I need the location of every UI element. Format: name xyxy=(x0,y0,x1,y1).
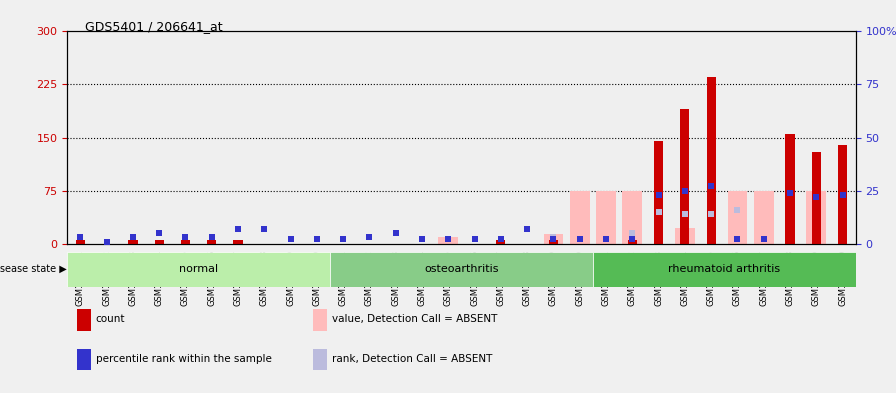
Text: normal: normal xyxy=(179,264,218,274)
Text: percentile rank within the sample: percentile rank within the sample xyxy=(96,354,271,364)
Bar xyxy=(698,31,724,244)
Bar xyxy=(225,31,251,244)
Text: rheumatoid arthritis: rheumatoid arthritis xyxy=(668,264,780,274)
Bar xyxy=(549,240,558,244)
Bar xyxy=(786,134,795,244)
Bar xyxy=(330,252,593,287)
Bar xyxy=(207,240,216,244)
Bar xyxy=(304,31,330,244)
Bar xyxy=(628,240,637,244)
Bar xyxy=(67,31,93,244)
Bar xyxy=(76,240,85,244)
Bar xyxy=(570,191,590,244)
Bar xyxy=(619,31,645,244)
Bar xyxy=(544,235,564,244)
Bar xyxy=(751,31,777,244)
Text: disease state ▶: disease state ▶ xyxy=(0,264,67,274)
Bar xyxy=(724,31,751,244)
Bar xyxy=(278,31,304,244)
Bar xyxy=(830,31,856,244)
Bar xyxy=(593,252,856,287)
Bar xyxy=(596,191,616,244)
Text: count: count xyxy=(96,314,125,324)
Bar xyxy=(645,31,672,244)
Bar xyxy=(487,31,514,244)
Bar xyxy=(77,349,90,370)
Bar xyxy=(654,141,663,244)
Text: value, Detection Call = ABSENT: value, Detection Call = ABSENT xyxy=(332,314,497,324)
Bar xyxy=(181,240,190,244)
Bar xyxy=(435,31,461,244)
Bar xyxy=(623,191,642,244)
Bar xyxy=(496,240,505,244)
Bar xyxy=(566,31,593,244)
Bar xyxy=(409,31,435,244)
Bar xyxy=(707,77,716,244)
Bar xyxy=(461,31,487,244)
Bar xyxy=(438,237,458,244)
Bar xyxy=(383,31,409,244)
Bar xyxy=(146,31,172,244)
Bar xyxy=(77,310,90,331)
Text: osteoarthritis: osteoarthritis xyxy=(424,264,499,274)
Bar xyxy=(777,31,803,244)
Bar xyxy=(314,349,327,370)
Bar xyxy=(754,191,773,244)
Bar xyxy=(330,31,357,244)
Bar xyxy=(680,109,689,244)
Bar xyxy=(172,31,199,244)
Bar xyxy=(806,191,826,244)
Bar xyxy=(128,240,137,244)
Bar xyxy=(812,152,821,244)
Bar xyxy=(199,31,225,244)
Bar xyxy=(155,240,164,244)
Bar xyxy=(357,31,383,244)
Bar xyxy=(234,240,243,244)
Bar xyxy=(803,31,830,244)
Bar xyxy=(514,31,540,244)
Bar xyxy=(838,145,847,244)
Bar xyxy=(251,31,278,244)
Bar xyxy=(540,31,566,244)
Bar xyxy=(728,191,747,244)
Bar xyxy=(593,31,619,244)
Bar xyxy=(675,228,694,244)
Text: GDS5401 / 206641_at: GDS5401 / 206641_at xyxy=(85,20,223,33)
Bar xyxy=(672,31,698,244)
Bar xyxy=(314,310,327,331)
Bar xyxy=(67,252,330,287)
Bar xyxy=(93,31,120,244)
Bar xyxy=(120,31,146,244)
Text: rank, Detection Call = ABSENT: rank, Detection Call = ABSENT xyxy=(332,354,493,364)
